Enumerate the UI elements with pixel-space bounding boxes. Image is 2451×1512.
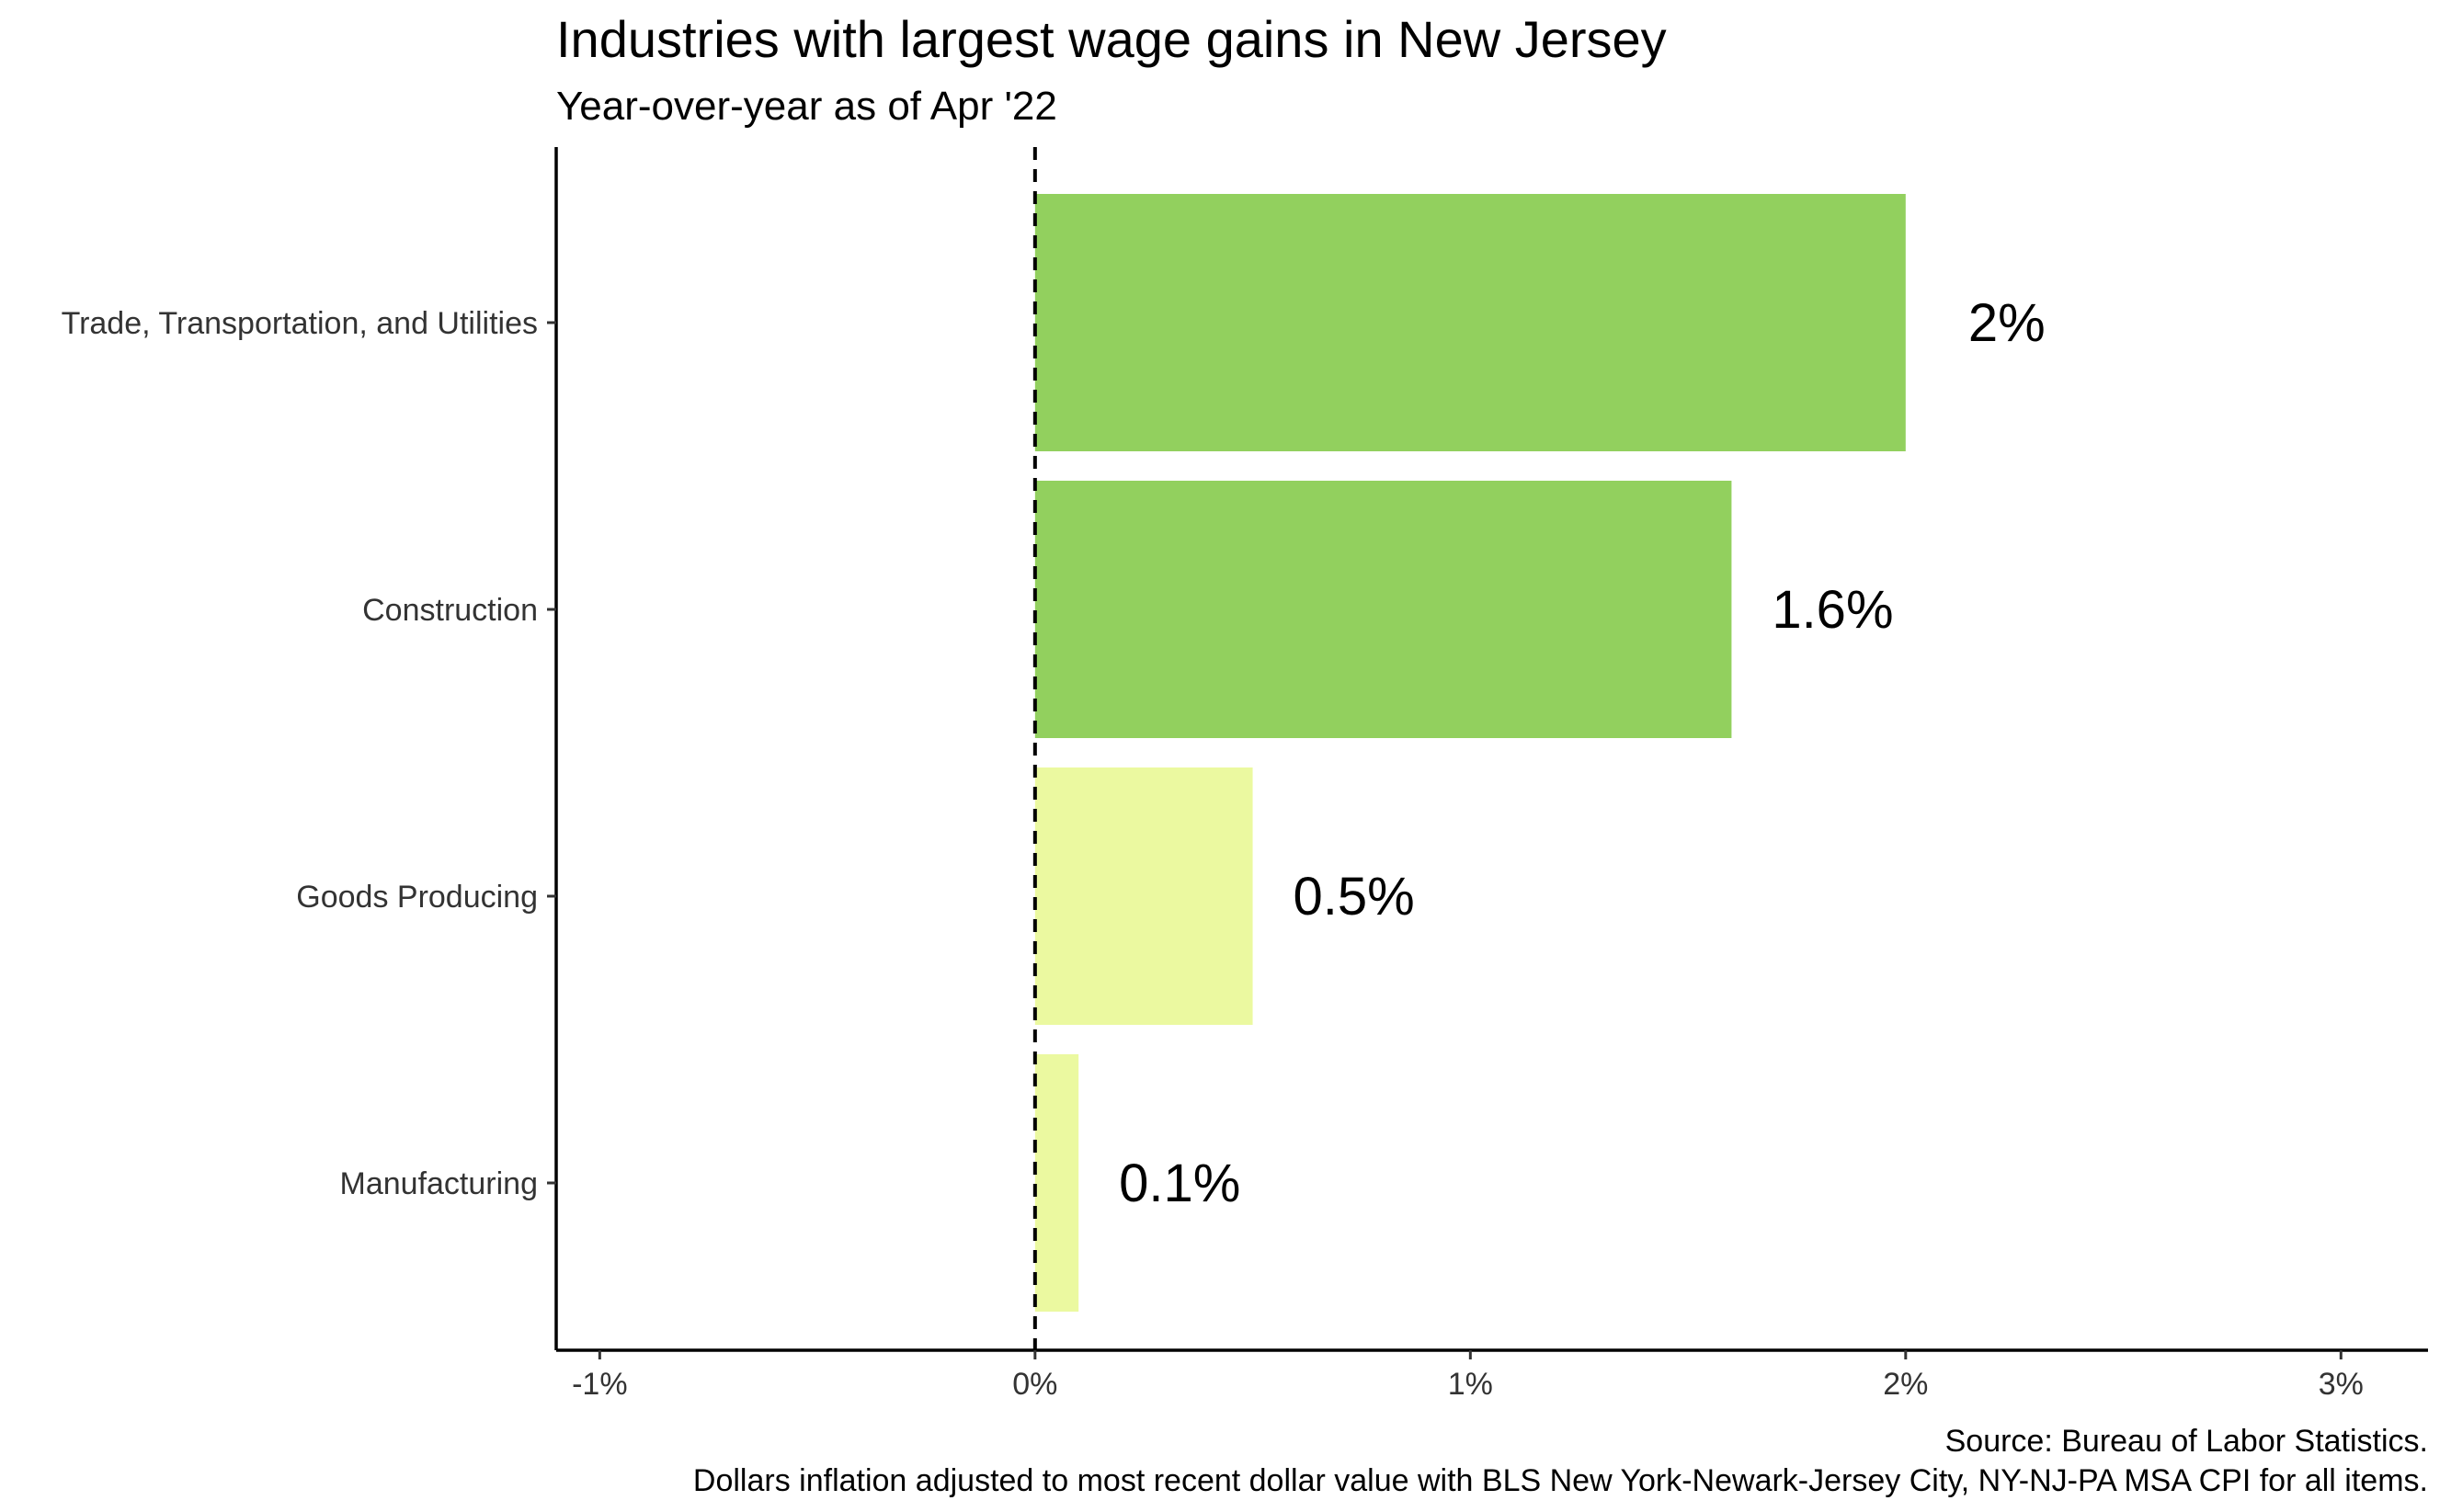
bar bbox=[1034, 767, 1253, 1025]
y-tick-label: Goods Producing bbox=[296, 880, 538, 915]
data-label: 0.1% bbox=[1119, 1154, 1240, 1213]
bar bbox=[1034, 194, 1906, 451]
y-tick-label: Trade, Transportation, and Utilities bbox=[62, 306, 538, 341]
x-tick-label: -1% bbox=[572, 1367, 627, 1402]
bars bbox=[1034, 194, 1906, 1312]
x-tick-label: 1% bbox=[1448, 1367, 1493, 1402]
x-tick-label: 3% bbox=[2319, 1367, 2364, 1402]
caption-note: Dollars inflation adjusted to most recen… bbox=[693, 1463, 2428, 1498]
chart-title: Industries with largest wage gains in Ne… bbox=[556, 10, 1667, 68]
caption-source: Source: Bureau of Labor Statistics. bbox=[1945, 1424, 2428, 1459]
y-axis-ticks: Trade, Transportation, and Utilities Cons… bbox=[62, 306, 556, 1201]
y-tick-label: Construction bbox=[362, 593, 538, 628]
data-labels: 2% 1.6% 0.5% 0.1% bbox=[1119, 293, 2046, 1213]
data-label: 2% bbox=[1968, 293, 2046, 353]
x-tick-label: 2% bbox=[1883, 1367, 1928, 1402]
chart-subtitle: Year-over-year as of Apr '22 bbox=[556, 84, 1057, 129]
plot-area: 2% 1.6% 0.5% 0.1% Trade, Transportation, an… bbox=[62, 147, 2428, 1402]
bar bbox=[1034, 481, 1732, 738]
data-label: 1.6% bbox=[1772, 580, 1893, 640]
data-label: 0.5% bbox=[1293, 867, 1414, 927]
bar bbox=[1034, 1054, 1079, 1312]
y-tick-label: Manufacturing bbox=[340, 1166, 538, 1201]
x-tick-label: 0% bbox=[1012, 1367, 1057, 1402]
x-axis-ticks: -1% 0% 1% 2% 3% bbox=[572, 1350, 2364, 1402]
